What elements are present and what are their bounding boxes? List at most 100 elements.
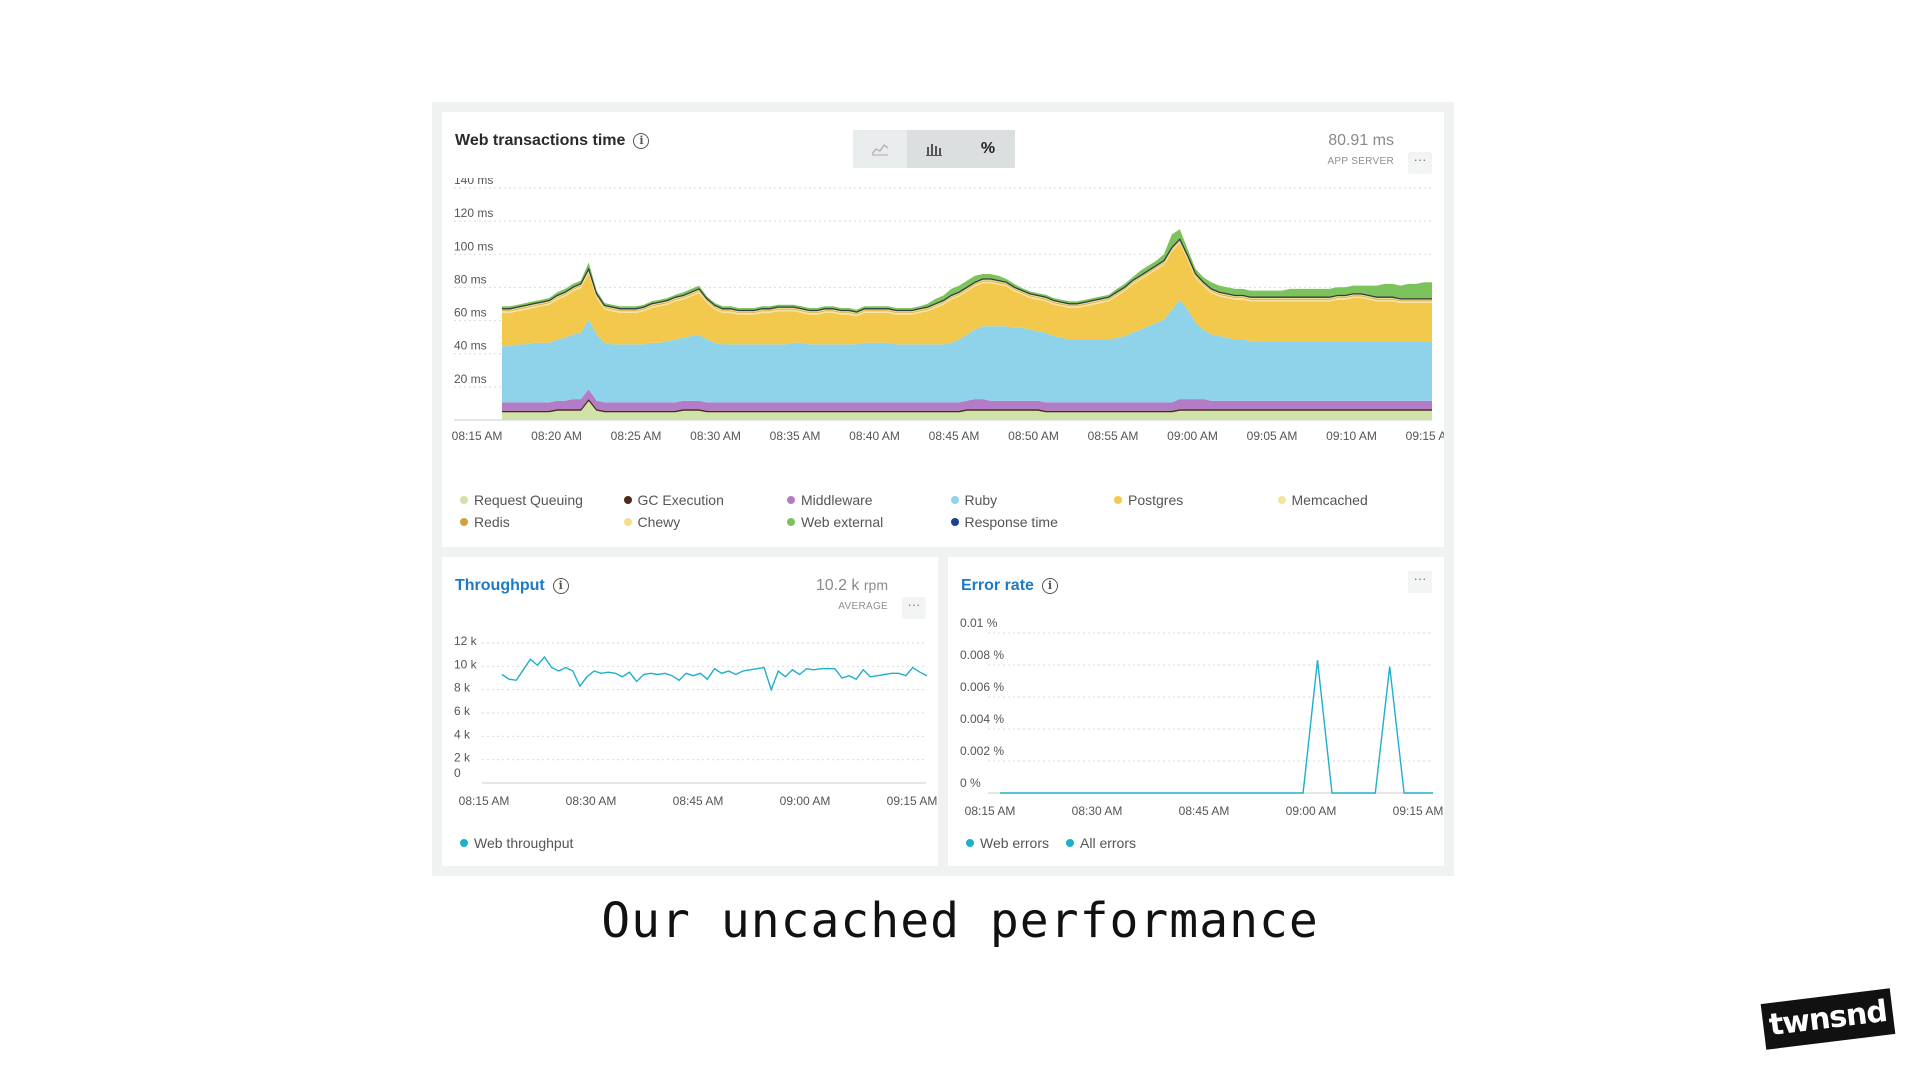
x-tick-label: 08:15 AM [452, 429, 503, 443]
legend-label: All errors [1080, 835, 1137, 851]
throughput-summary-label: AVERAGE [838, 601, 888, 612]
bar-chart-toggle[interactable] [907, 130, 961, 168]
web-transactions-panel: Web transactions time i % [442, 112, 1444, 547]
y-tick-label: 4 k [454, 727, 471, 741]
main-more-button[interactable]: ··· [1408, 152, 1432, 174]
legend-dot [460, 496, 468, 504]
y-tick-label: 0.006 % [960, 680, 1004, 694]
y-tick-label: 0 [454, 766, 461, 780]
error-rate-legend: Web errors All errors [948, 835, 1444, 855]
throughput-summary-value-row: 10.2 k rpm [816, 577, 888, 595]
x-tick-label: 08:40 AM [849, 429, 900, 443]
area-chart-toggle[interactable] [853, 130, 907, 168]
area-middleware[interactable] [502, 389, 1432, 411]
main-summary-label: APP SERVER [1327, 156, 1394, 167]
error-rate-more-button[interactable]: ··· [1408, 571, 1432, 593]
dashboard: Web transactions time i % [432, 102, 1454, 876]
slide-caption: Our uncached performance [601, 893, 1319, 949]
y-tick-label: 0.002 % [960, 744, 1004, 758]
percent-toggle[interactable]: % [961, 130, 1015, 168]
legend-item[interactable]: Web errors [966, 835, 1049, 851]
y-tick-label: 8 k [454, 681, 471, 695]
y-tick-label: 10 k [454, 657, 478, 671]
y-tick-label: 0 % [960, 776, 981, 790]
x-tick-label: 09:15 AM [1406, 429, 1444, 443]
legend-item[interactable]: Middleware [787, 492, 873, 508]
error-rate-title[interactable]: Error rate i [961, 577, 1058, 595]
legend-item[interactable]: Postgres [1114, 492, 1183, 508]
legend-item[interactable]: GC Execution [623, 492, 724, 508]
legend-item[interactable]: Web throughput [460, 835, 573, 851]
legend-label: GC Execution [637, 492, 724, 508]
throughput-legend: Web throughput [442, 835, 938, 855]
y-tick-label: 6 k [454, 704, 471, 718]
legend-dot [460, 518, 468, 526]
legend-dot [623, 496, 632, 504]
throughput-summary-value: 10.2 k [815, 577, 860, 594]
y-tick-label: 2 k [454, 751, 471, 765]
web-transactions-legend: Request Queuing GC Execution Middleware Rub… [442, 492, 1444, 540]
area-gc-execution[interactable] [502, 399, 1432, 412]
throughput-more-button[interactable]: ··· [902, 597, 926, 619]
x-tick-label: 08:35 AM [770, 429, 821, 443]
legend-dot [460, 839, 468, 847]
legend-item[interactable]: Chewy [623, 514, 680, 530]
error-rate-chart: 0 % 0.002 % 0.004 % 0.006 % 0.008 % 0.01 % 08:… [960, 616, 1444, 818]
x-tick-label: 08:50 AM [1008, 429, 1059, 443]
legend-label: Redis [474, 514, 510, 530]
throughput-title[interactable]: Throughput i [455, 577, 569, 595]
response-time-line[interactable] [502, 238, 1432, 313]
gc-execution-line[interactable] [502, 399, 1432, 413]
twnsnd-logo: twnsnd [1760, 988, 1896, 1050]
x-tick-label: 08:30 AM [690, 429, 741, 443]
legend-item[interactable]: Ruby [950, 492, 997, 508]
x-tick-label: 08:45 AM [673, 794, 724, 808]
info-icon[interactable]: i [633, 133, 650, 149]
legend-dot [1066, 839, 1074, 847]
legend-label: Web errors [980, 835, 1049, 851]
main-summary-value: 80.91 ms [1328, 132, 1394, 149]
throughput-summary: 10.2 k rpm AVERAGE [816, 577, 888, 612]
legend-label: Web external [801, 514, 884, 530]
x-tick-label: 09:15 AM [887, 794, 938, 808]
legend-item[interactable]: Request Queuing [460, 492, 583, 508]
legend-item[interactable]: Redis [460, 514, 510, 530]
y-tick-label: 40 ms [454, 339, 487, 353]
web-throughput-line[interactable] [501, 655, 928, 692]
info-icon[interactable]: i [552, 578, 569, 594]
x-tick-label: 08:20 AM [531, 429, 582, 443]
legend-item[interactable]: Memcached [1277, 492, 1368, 508]
legend-item[interactable]: All errors [1066, 835, 1136, 851]
area-postgres[interactable] [502, 243, 1432, 347]
legend-label: Postgres [1128, 492, 1184, 508]
y-tick-label: 0.008 % [960, 648, 1004, 662]
legend-label: Middleware [801, 492, 873, 508]
legend-dot [623, 518, 632, 526]
x-tick-label: 09:00 AM [780, 794, 831, 808]
main-summary: 80.91 ms APP SERVER [1327, 132, 1394, 167]
throughput-summary-unit: rpm [863, 577, 888, 593]
area-ruby[interactable] [502, 299, 1432, 403]
y-tick-label: 120 ms [454, 206, 493, 220]
legend-dot [950, 518, 959, 526]
legend-item[interactable]: Web external [787, 514, 883, 530]
web-transactions-chart: 20 ms 40 ms 60 ms 80 ms 100 ms 120 ms 140 ms 08… [452, 178, 1444, 443]
web-transactions-title: Web transactions time i [455, 132, 650, 150]
all-errors-line[interactable] [1000, 660, 1433, 794]
legend-label: Request Queuing [474, 492, 583, 508]
y-tick-label: 12 k [454, 635, 478, 648]
legend-label: Web throughput [474, 835, 574, 851]
info-icon[interactable]: i [1041, 578, 1058, 594]
error-rate-panel: Error rate i ··· 0 % 0.002 % 0.004 % 0.006 … [948, 557, 1444, 866]
legend-dot [966, 839, 974, 847]
area-request-queuing[interactable] [502, 400, 1432, 420]
error-rate-title-text: Error rate [961, 577, 1034, 594]
y-tick-label: 20 ms [454, 372, 487, 386]
x-tick-label: 09:10 AM [1326, 429, 1377, 443]
y-tick-label: 60 ms [454, 306, 487, 320]
throughput-chart: 02 k 4 k 6 k 8 k 10 k 12 k 08:15 AM 08:30 AM 08:… [454, 635, 938, 808]
x-tick-label: 09:05 AM [1247, 429, 1298, 443]
legend-item[interactable]: Response time [950, 514, 1058, 530]
x-tick-label: 09:15 AM [1393, 804, 1444, 818]
